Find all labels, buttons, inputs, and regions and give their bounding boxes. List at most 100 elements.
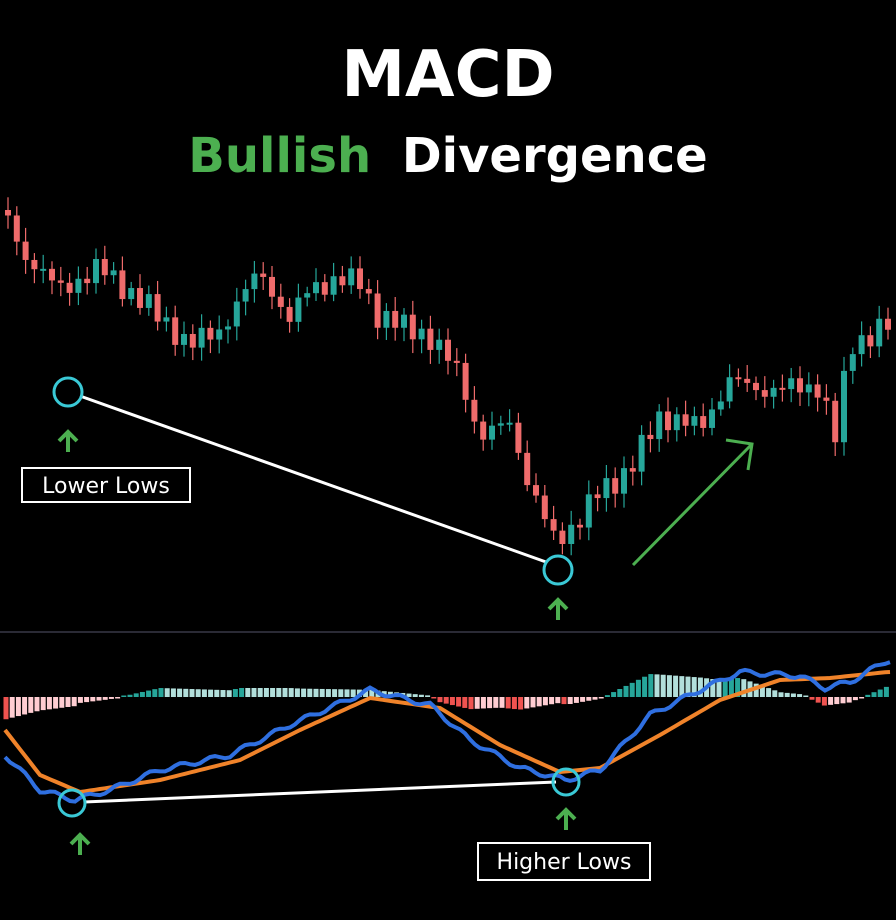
histogram-bar [102,697,108,700]
histogram-bar [96,697,102,701]
candle-body [128,288,135,300]
histogram-bar [325,689,331,697]
candle-body [462,362,469,400]
histogram-bar [437,697,443,703]
candle-body [638,434,645,472]
histogram-bar [152,689,158,697]
histogram-bar [586,697,592,701]
histogram-bar [685,676,691,697]
histogram-bar [350,689,356,697]
histogram-bar [301,688,307,697]
candle-body [629,468,636,472]
histogram-bar [282,688,288,697]
histogram-bar [449,697,455,706]
candle-body [541,495,548,520]
label-box [477,842,651,881]
title: MACD [341,38,554,112]
histogram-bar [15,697,21,717]
candle-body [40,268,47,271]
candle-body [603,478,610,499]
histogram-bar [511,697,517,710]
histogram-bar [338,689,344,697]
candle-body [22,241,29,260]
candle-body [691,416,698,426]
histogram-bar [666,675,672,697]
histogram-bar [759,685,765,697]
candle-body [57,280,64,283]
histogram-bar [828,697,834,705]
candle-body [823,397,830,401]
histogram-bar [573,697,579,703]
candle-body [497,423,504,426]
candle-body [119,270,126,300]
candle-body [867,335,874,347]
candle-body [31,259,38,270]
candle-body [761,390,768,397]
histogram-bar [617,688,623,697]
histogram-bar [189,689,195,697]
histogram-bar [456,697,462,707]
candle-body [849,354,856,371]
histogram-bar [611,692,617,697]
histogram-bar [53,697,59,709]
histogram-bar [766,688,772,697]
histogram-bar [753,683,759,697]
histogram-bar [220,690,226,697]
histogram-bar [146,690,152,697]
candle-body [383,310,390,328]
histogram-bar [518,697,524,710]
histogram-bar [313,688,319,697]
histogram-bar [524,697,530,709]
histogram-bar [803,695,809,697]
histogram-bar [797,694,803,697]
candle-body [673,414,680,431]
candle-body [110,270,117,276]
low-circle [57,788,87,818]
candle-body [594,494,601,499]
divergence-line [83,780,557,804]
candle-body [709,409,715,428]
candle-body [506,422,513,425]
candle-body [753,382,759,391]
histogram-bar [697,677,703,697]
histogram-bar [369,689,375,697]
candle-body [585,494,592,528]
histogram-bar [654,674,660,697]
histogram-bar [139,691,145,697]
candle-body [154,294,161,322]
histogram-bar [549,697,555,705]
histogram-bar [735,678,741,697]
candle-body [436,339,443,350]
candle-body [814,384,821,398]
histogram-bar [344,689,350,697]
divergence-line [79,394,547,564]
histogram-bar [239,688,245,697]
histogram-bar [660,674,666,697]
signal-line [3,670,891,795]
histogram-bar [208,689,214,697]
histogram-bar [133,693,139,697]
candle-body [313,282,319,294]
up-arrows [57,429,754,855]
candle-body [524,452,531,486]
histogram-bar [859,697,865,699]
histogram-bar [474,697,480,709]
candle-body [665,411,671,431]
candle-body [233,301,240,327]
subtitle: Bullish Divergence [188,128,707,184]
higher-lows-label: Higher Lows [497,850,632,875]
histogram-bar [71,697,77,707]
candle-body [841,370,847,443]
histogram-bar [679,676,685,697]
macd-line [3,660,891,804]
histogram-bar [245,688,251,697]
histogram-bar [84,697,90,703]
histogram-bar [257,688,263,697]
candle-body [550,519,557,531]
histogram-bar [604,695,610,697]
candle-body [198,327,205,348]
candle-body [656,411,663,440]
histogram-bar [183,688,189,697]
candle-body [418,328,425,340]
